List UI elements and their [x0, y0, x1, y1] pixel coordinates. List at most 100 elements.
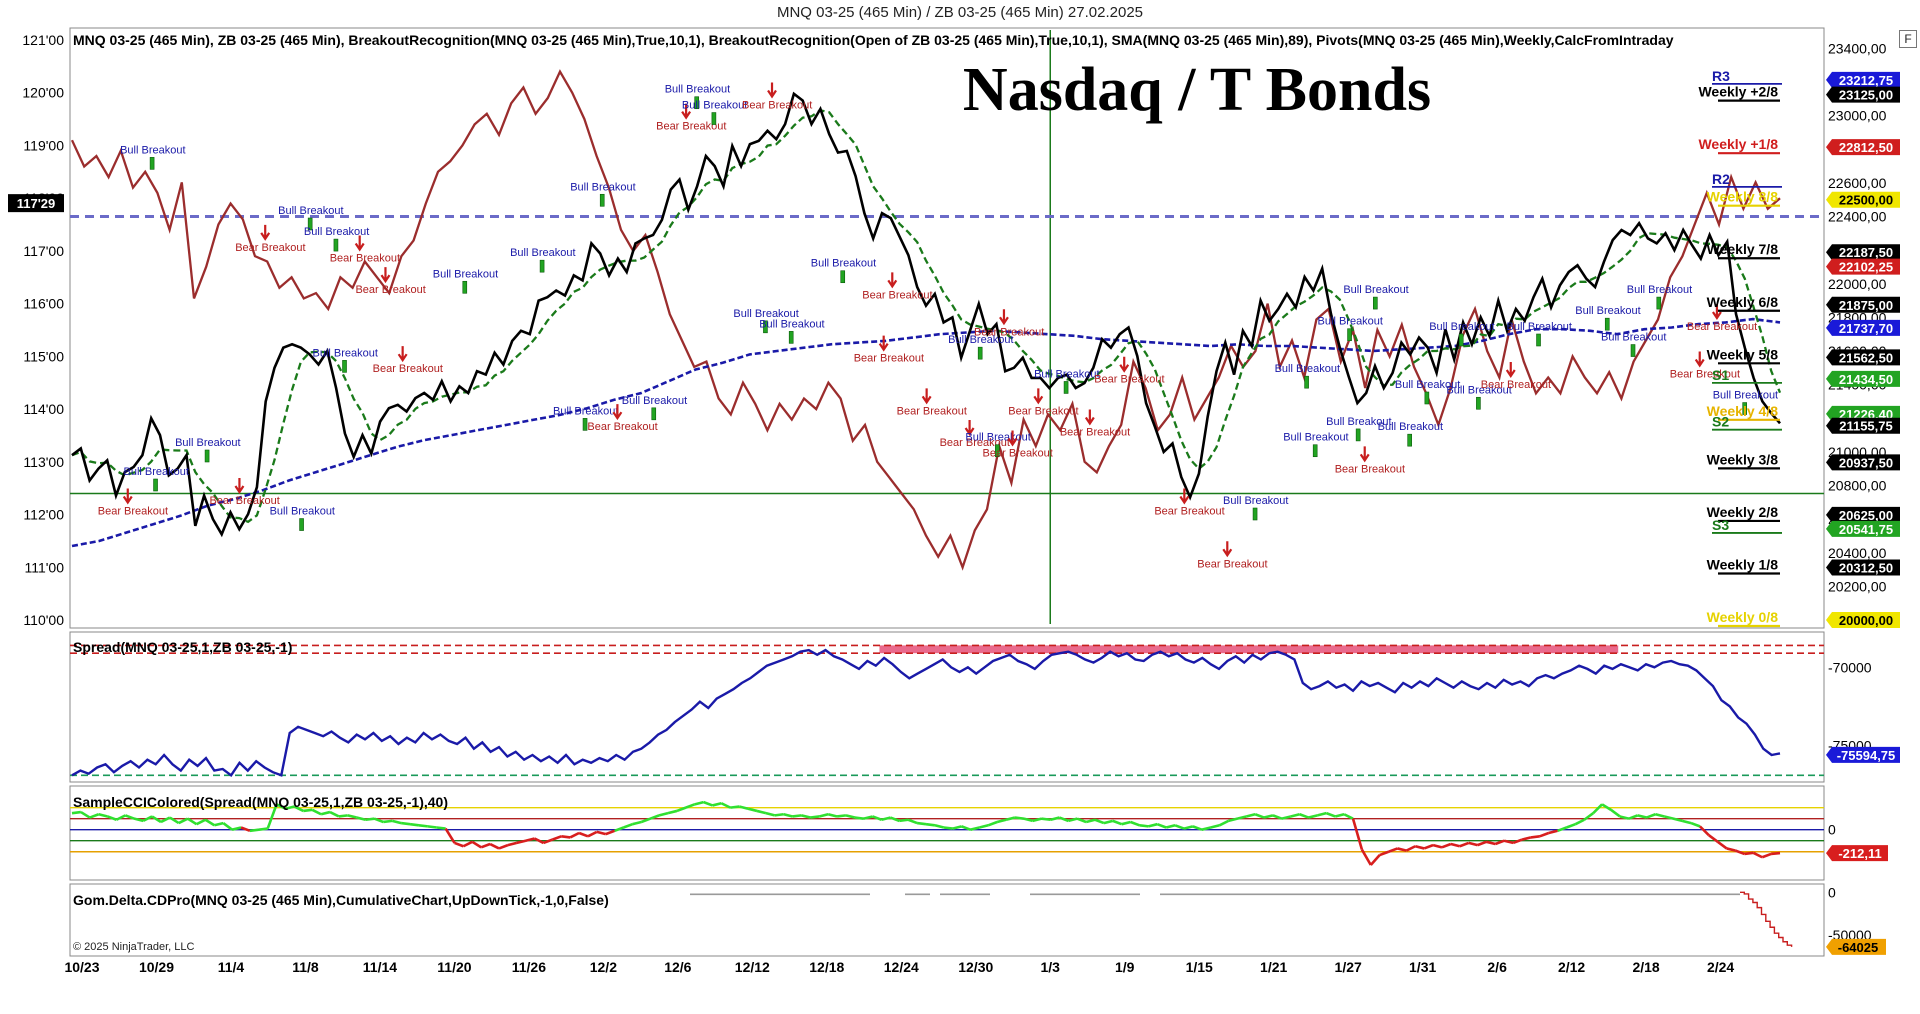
- cci-segment: [347, 814, 357, 819]
- cci-segment: [285, 805, 295, 811]
- bull-breakout-marker: [299, 518, 304, 531]
- cci-segment: [1512, 838, 1523, 845]
- cci-segment: [534, 837, 545, 845]
- mnq-price-line: [71, 91, 1781, 538]
- left-axis-tick-label: 114'00: [23, 401, 64, 417]
- cci-segment: [1299, 813, 1309, 819]
- bull-breakout-marker: [1536, 333, 1541, 347]
- murray-level-label: Weekly 6/8: [1707, 294, 1779, 310]
- cci-segment: [186, 817, 198, 826]
- x-axis-tick-label: 10/29: [139, 959, 174, 975]
- cci-segment: [1210, 824, 1220, 829]
- cci-segment: [765, 811, 776, 817]
- cci-segment: [925, 822, 936, 827]
- bear-breakout-marker: [999, 309, 1009, 326]
- cci-segment: [471, 840, 482, 849]
- bear-breakout-label: Bear Breakout: [1481, 379, 1551, 391]
- bull-breakout-label: Bull Breakout: [1283, 432, 1348, 444]
- x-axis-tick-label: 12/18: [809, 959, 844, 975]
- cci-segment: [889, 816, 900, 823]
- cci-current-badge-label: -212,11: [1838, 846, 1881, 861]
- cci-segment: [818, 812, 829, 818]
- cci-segment: [1272, 814, 1283, 820]
- bull-breakout-label: Bull Breakout: [1395, 379, 1460, 391]
- x-axis-tick-label: 2/12: [1558, 959, 1585, 975]
- cci-segment: [987, 820, 998, 827]
- cci-segment: [71, 810, 82, 815]
- bull-breakout-marker: [788, 331, 794, 344]
- cci-segment: [1148, 822, 1158, 828]
- cci-segment: [142, 815, 153, 823]
- cci-segment: [712, 801, 722, 807]
- cci-segment: [756, 809, 767, 815]
- cci-segment: [1405, 845, 1416, 852]
- bear-breakout-marker: [1084, 409, 1095, 426]
- cci-segment: [222, 822, 233, 831]
- cci-segment: [1744, 851, 1754, 856]
- cci-segment: [1477, 840, 1487, 847]
- bear-breakout-label: Bear Breakout: [355, 284, 425, 296]
- cci-axis-label: 0: [1828, 822, 1836, 838]
- bull-breakout-marker: [539, 259, 545, 273]
- bull-breakout-label: Bull Breakout: [553, 405, 618, 417]
- cci-segment: [872, 815, 882, 821]
- spread-highlight-zone: [879, 645, 1619, 654]
- cci-segment: [444, 827, 456, 844]
- bear-breakout-marker: [767, 82, 777, 99]
- price-badge-label: 22812,50: [1839, 140, 1893, 155]
- cci-segment: [1218, 819, 1230, 827]
- bear-breakout-marker: [397, 346, 408, 363]
- cci-segment: [169, 816, 180, 825]
- cci-segment: [1574, 818, 1585, 826]
- murray-level-label: Weekly 3/8: [1707, 451, 1779, 467]
- left-axis-tick-label: 111'00: [24, 559, 64, 575]
- pivot-level-label: S3: [1712, 517, 1729, 533]
- cci-segment: [231, 826, 242, 831]
- cci-segment: [240, 826, 251, 833]
- cci-segment: [1708, 834, 1719, 843]
- bull-breakout-marker: [1604, 317, 1610, 331]
- bear-breakout-label: Bear Breakout: [656, 121, 726, 133]
- cci-segment: [561, 835, 571, 839]
- cci-segment: [881, 816, 891, 822]
- bull-breakout-marker: [977, 346, 983, 360]
- cci-segment: [1423, 843, 1434, 850]
- copyright: © 2025 NinjaTrader, LLC: [73, 941, 194, 953]
- cci-segment: [1521, 836, 1532, 841]
- bear-breakout-label: Bear Breakout: [1670, 368, 1740, 380]
- bear-breakout-marker: [1694, 351, 1705, 368]
- cci-segment: [1263, 814, 1274, 819]
- cci-segment: [89, 813, 100, 819]
- bull-breakout-label: Bull Breakout: [682, 100, 747, 112]
- x-axis-tick-label: 12/12: [735, 959, 770, 975]
- cci-segment: [160, 816, 171, 824]
- bull-breakout-label: Bull Breakout: [1378, 421, 1443, 433]
- price-badge: [1826, 296, 1900, 313]
- bull-breakout-label: Bull Breakout: [1575, 305, 1640, 317]
- cci-segment: [1459, 841, 1470, 848]
- price-badge-label: 22500,00: [1839, 193, 1893, 208]
- cci-segment: [720, 802, 731, 809]
- cci-segment: [801, 814, 811, 819]
- price-badge-label: 23212,75: [1839, 73, 1893, 88]
- bull-breakout-marker: [840, 270, 846, 284]
- cci-segment: [1183, 825, 1194, 830]
- cci-current-badge: [1826, 845, 1888, 862]
- cci-segment: [1539, 831, 1550, 838]
- cci-segment: [810, 815, 820, 819]
- cci-segment: [916, 821, 927, 826]
- x-axis-tick-label: 11/20: [437, 959, 471, 975]
- bull-breakout-marker: [1373, 296, 1378, 310]
- bear-breakout-marker: [380, 267, 391, 284]
- bear-breakout-label: Bear Breakout: [742, 100, 812, 112]
- cci-segment: [356, 816, 366, 822]
- cci-segment: [1165, 824, 1176, 829]
- bull-breakout-marker: [1312, 444, 1318, 458]
- cci-segment: [1058, 816, 1069, 823]
- x-axis-tick-label: 11/4: [218, 959, 245, 975]
- corner-f-button[interactable]: F: [1899, 30, 1917, 48]
- price-badge-label: 23125,00: [1839, 88, 1893, 103]
- delta-current-badge-label: -64025: [1838, 940, 1878, 955]
- price-badge-label: 22187,50: [1839, 245, 1893, 260]
